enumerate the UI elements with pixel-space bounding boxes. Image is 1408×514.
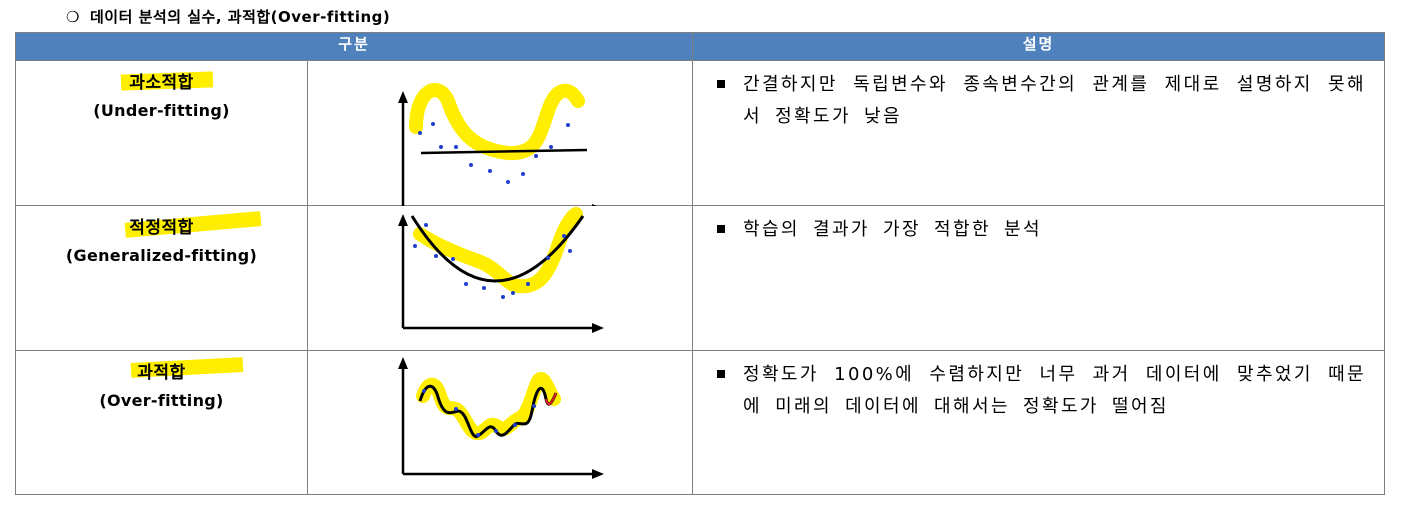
data-points <box>413 223 572 299</box>
data-points <box>418 122 570 184</box>
description-cell: 간결하지만 독립변수와 종속변수간의 관계를 제대로 설명하지 못해서 정확도가… <box>692 60 1386 206</box>
description-item: 간결하지만 독립변수와 종속변수간의 관계를 제대로 설명하지 못해서 정확도가… <box>717 69 1366 133</box>
fit-curve <box>410 215 585 283</box>
description-text: 정확도가 100%에 수렴하지만 너무 과거 데이터에 맞추었기 때문에 미래의… <box>743 364 1367 417</box>
header-category: 구분 <box>14 32 694 61</box>
circle-bullet-icon: ❍ <box>66 8 80 26</box>
description-text: 간결하지만 독립변수와 종속변수간의 관계를 제대로 설명하지 못해서 정확도가… <box>743 74 1367 127</box>
label-cell: 과소적합 (Under-fitting) <box>15 60 308 206</box>
label-cell: 적정적합 (Generalized-fitting) <box>15 205 308 351</box>
category-name-en: (Over-fitting) <box>99 391 224 410</box>
table-row-underfitting: 과소적합 (Under-fitting) <box>15 60 1386 206</box>
category-name-en: (Generalized-fitting) <box>65 246 258 265</box>
table-row-generalized-fitting: 적정적합 (Generalized-fitting) <box>15 205 1386 351</box>
category-name-ko: 과소적합 <box>120 68 214 93</box>
description-cell: 정확도가 100%에 수렴하지만 너무 과거 데이터에 맞추었기 때문에 미래의… <box>692 350 1386 495</box>
y-axis-arrow-icon <box>398 357 408 369</box>
header-description: 설명 <box>692 32 1386 61</box>
square-bullet-icon <box>717 370 726 378</box>
y-axis-arrow-icon <box>398 91 408 103</box>
square-bullet-icon <box>717 80 726 88</box>
category-name-ko: 과적합 <box>130 357 244 383</box>
graph-cell <box>306 205 694 351</box>
x-axis-arrow-icon <box>592 323 604 333</box>
category-name-en: (Under-fitting) <box>93 101 230 120</box>
header-row: 구분 설명 <box>14 32 1386 61</box>
fit-curve-end <box>545 392 557 406</box>
y-axis-arrow-icon <box>398 214 408 226</box>
label-cell: 과적합 (Over-fitting) <box>15 350 308 495</box>
overfitting-graph <box>398 357 604 479</box>
generalized-fitting-graph <box>398 207 604 333</box>
table-row-overfitting: 과적합 (Over-fitting) 정확도가 10 <box>15 350 1386 495</box>
graph-cell <box>306 60 694 206</box>
underfitting-graph <box>398 83 597 206</box>
title-text: 데이터 분석의 실수, 과적합(Over-fitting) <box>90 8 391 26</box>
document-title: ❍ 데이터 분석의 실수, 과적합(Over-fitting) <box>66 6 390 27</box>
graph-cell <box>306 350 694 495</box>
data-points <box>422 389 536 437</box>
x-axis-arrow-icon <box>592 469 604 479</box>
fit-line <box>420 148 588 155</box>
description-cell: 학습의 결과가 가장 적합한 분석 <box>692 205 1386 351</box>
fitting-comparison-table: 구분 설명 과소적합 (Under-fitting) <box>14 32 1386 495</box>
category-name-ko: 적정적합 <box>124 211 262 238</box>
square-bullet-icon <box>717 225 726 233</box>
description-item: 학습의 결과가 가장 적합한 분석 <box>717 214 1366 246</box>
description-text: 학습의 결과가 가장 적합한 분석 <box>743 219 1042 240</box>
description-item: 정확도가 100%에 수렴하지만 너무 과거 데이터에 맞추었기 때문에 미래의… <box>717 359 1366 423</box>
